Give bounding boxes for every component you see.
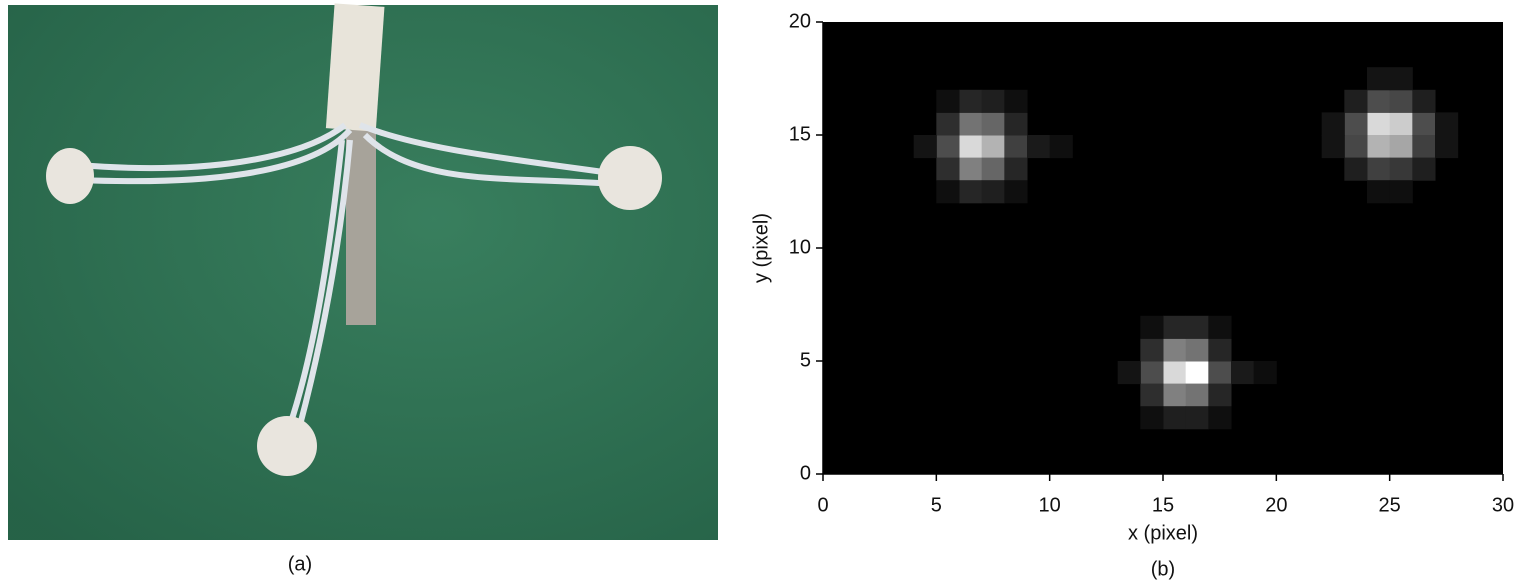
heatmap-cell — [1163, 315, 1187, 339]
chart-caption: (b) — [1151, 558, 1175, 580]
electrode-disc — [257, 416, 317, 476]
y-tick-label: 5 — [800, 349, 811, 371]
heatmap-cell — [1140, 315, 1164, 339]
x-tick-label: 30 — [1492, 494, 1514, 516]
heatmap-chart: 0 5 10 15 20 25 30 0 5 10 15 20 x (pixel) y (pixel) (b… — [750, 10, 1514, 580]
heatmap-cell — [1435, 135, 1459, 159]
heatmap-cell — [1367, 112, 1391, 136]
heatmap-cell — [1140, 338, 1164, 362]
heatmap-cell — [959, 157, 983, 181]
heatmap-cell — [1367, 180, 1391, 204]
y-tick-label: 10 — [789, 236, 811, 258]
heatmap-cell — [1412, 89, 1436, 113]
tape — [325, 3, 385, 132]
heatmap-cell — [1004, 157, 1028, 181]
x-tick-label: 15 — [1152, 494, 1174, 516]
heatmap-cell — [1185, 315, 1209, 339]
heatmap-cell — [1321, 112, 1345, 136]
heatmap-cell — [1117, 361, 1141, 385]
heatmap-cell — [936, 180, 960, 204]
heatmap-cell — [1389, 89, 1413, 113]
tubes — [79, 122, 626, 426]
y-tick-label: 20 — [789, 10, 811, 32]
heatmap-cell — [1231, 361, 1255, 385]
heatmap-cell — [1344, 112, 1368, 136]
x-tick-label: 0 — [817, 494, 828, 516]
heatmap-cell — [1163, 406, 1187, 430]
heatmap-cell — [1185, 338, 1209, 362]
heatmap-cell — [1027, 135, 1051, 159]
electrode-disc — [46, 148, 94, 204]
photo-caption: (a) — [288, 553, 312, 575]
y-tick-label: 0 — [800, 462, 811, 484]
heatmap-cell — [1185, 383, 1209, 407]
heatmap-cell — [1412, 135, 1436, 159]
x-tick-label: 25 — [1379, 494, 1401, 516]
electrode-disc — [598, 146, 662, 210]
heatmap-cell — [959, 112, 983, 136]
heatmap-cell — [936, 89, 960, 113]
heatmap-cell — [981, 89, 1005, 113]
heatmap-cell — [1367, 89, 1391, 113]
heatmap-cell — [1344, 157, 1368, 181]
heatmap-cell — [1185, 361, 1209, 385]
heatmap-cell — [1367, 135, 1391, 159]
y-axis-label: y (pixel) — [750, 213, 772, 283]
photo: (a) — [8, 3, 718, 575]
heatmap-cell — [959, 135, 983, 159]
heatmap-cell — [1163, 338, 1187, 362]
heatmap-cell — [1412, 112, 1436, 136]
x-tick-label: 10 — [1039, 494, 1061, 516]
x-tick-label: 20 — [1265, 494, 1287, 516]
heatmap-cell — [959, 89, 983, 113]
heatmap-cell — [1321, 135, 1345, 159]
heatmap-cell — [1367, 157, 1391, 181]
heatmap-cell — [1412, 157, 1436, 181]
heatmap-cell — [1389, 67, 1413, 91]
heatmap-cell — [1163, 361, 1187, 385]
heatmap-cell — [1389, 112, 1413, 136]
heatmap-cell — [959, 180, 983, 204]
heatmap-cell — [981, 112, 1005, 136]
heatmap-cell — [1253, 361, 1277, 385]
rod — [346, 130, 376, 325]
heatmap-cell — [981, 180, 1005, 204]
heatmap-cell — [1344, 135, 1368, 159]
heatmap-cell — [1389, 135, 1413, 159]
heatmap-cell — [981, 157, 1005, 181]
heatmap-cell — [1208, 406, 1232, 430]
heatmap-cell — [1004, 180, 1028, 204]
heatmap-cell — [1208, 383, 1232, 407]
heatmap-cell — [1389, 157, 1413, 181]
heatmap-cell — [1004, 89, 1028, 113]
heatmap-cell — [913, 135, 937, 159]
heatmap-cell — [1389, 180, 1413, 204]
y-tick-label: 15 — [789, 123, 811, 145]
heatmap-cell — [1140, 406, 1164, 430]
heatmap-cell — [1208, 361, 1232, 385]
heatmap-cell — [1049, 135, 1073, 159]
heatmap-cell — [1367, 67, 1391, 91]
heatmap-cell — [1004, 112, 1028, 136]
x-axis-label: x (pixel) — [1128, 522, 1198, 544]
heatmap-cell — [1344, 89, 1368, 113]
heatmap-cell — [936, 157, 960, 181]
heatmap-cell — [1208, 338, 1232, 362]
heatmap-cell — [981, 135, 1005, 159]
heatmap-cell — [936, 112, 960, 136]
heatmap-cell — [1185, 406, 1209, 430]
heatmap-cell — [1004, 135, 1028, 159]
heatmap-cell — [1208, 315, 1232, 339]
heatmap-cell — [1163, 383, 1187, 407]
heatmap-cell — [1140, 361, 1164, 385]
heatmap-cell — [1435, 112, 1459, 136]
heatmap-cell — [1140, 383, 1164, 407]
x-tick-label: 5 — [931, 494, 942, 516]
heatmap-cell — [936, 135, 960, 159]
